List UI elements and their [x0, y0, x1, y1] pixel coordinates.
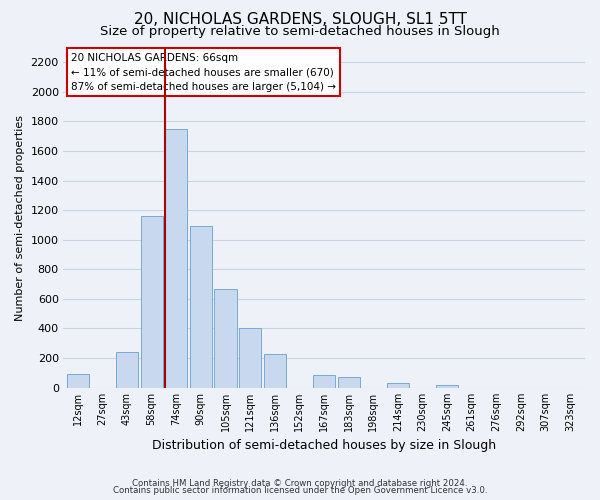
Text: Contains public sector information licensed under the Open Government Licence v3: Contains public sector information licen… — [113, 486, 487, 495]
Bar — [67, 374, 89, 388]
Bar — [140, 216, 163, 388]
Bar — [214, 288, 236, 388]
Bar — [313, 375, 335, 388]
Text: Size of property relative to semi-detached houses in Slough: Size of property relative to semi-detach… — [100, 25, 500, 38]
Text: 20, NICHOLAS GARDENS, SLOUGH, SL1 5TT: 20, NICHOLAS GARDENS, SLOUGH, SL1 5TT — [133, 12, 467, 28]
Text: Contains HM Land Registry data © Crown copyright and database right 2024.: Contains HM Land Registry data © Crown c… — [132, 478, 468, 488]
Text: 20 NICHOLAS GARDENS: 66sqm
← 11% of semi-detached houses are smaller (670)
87% o: 20 NICHOLAS GARDENS: 66sqm ← 11% of semi… — [71, 52, 336, 92]
Bar — [387, 383, 409, 388]
Y-axis label: Number of semi-detached properties: Number of semi-detached properties — [15, 114, 25, 320]
Bar — [190, 226, 212, 388]
Bar — [116, 352, 138, 388]
Bar — [239, 328, 261, 388]
Bar — [165, 129, 187, 388]
X-axis label: Distribution of semi-detached houses by size in Slough: Distribution of semi-detached houses by … — [152, 440, 496, 452]
Bar — [436, 384, 458, 388]
Bar — [263, 354, 286, 388]
Bar — [338, 378, 359, 388]
